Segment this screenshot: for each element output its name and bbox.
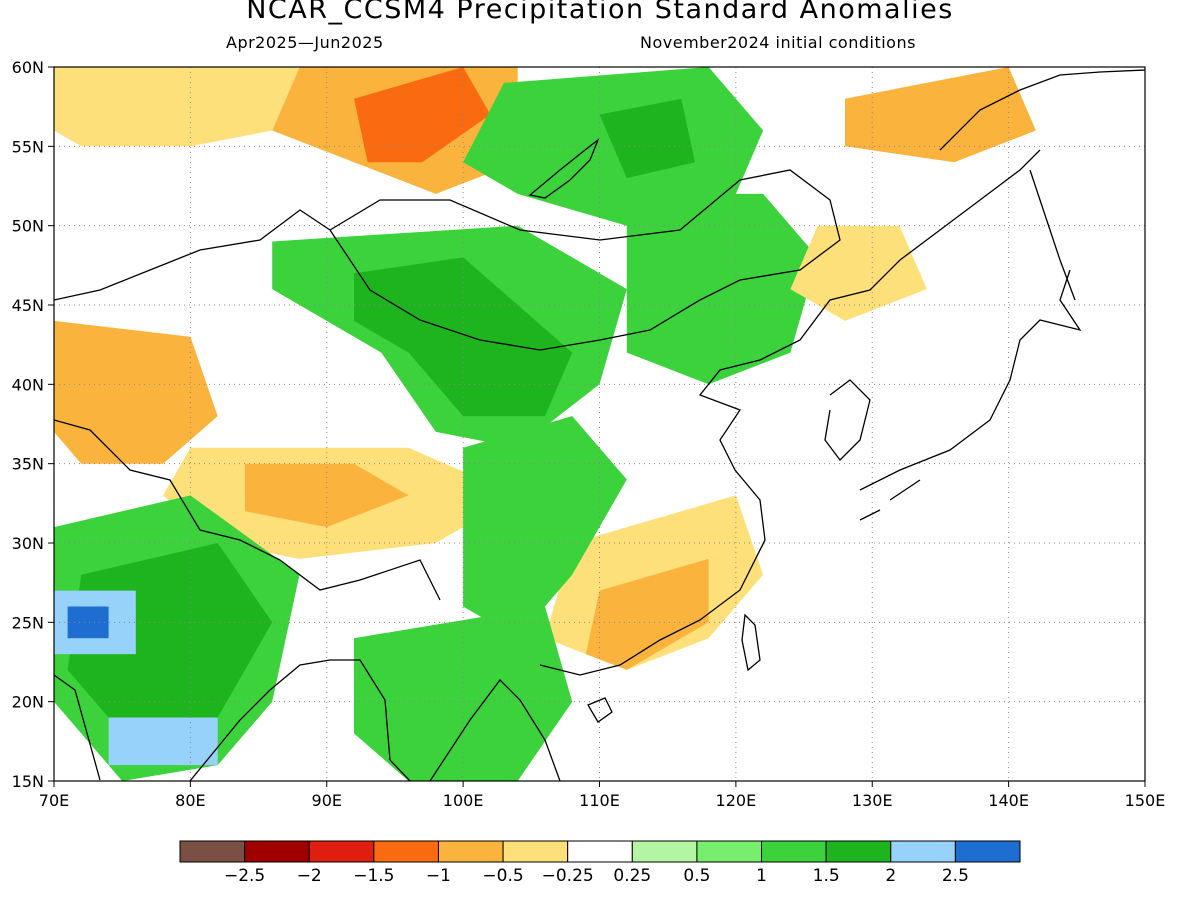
anomaly-region-india-deep-blue: [67, 606, 109, 639]
lat-tick-label: 45N: [12, 296, 44, 315]
lon-tick-label: 90E: [312, 791, 342, 810]
legend-label: 1: [756, 866, 767, 886]
coastline-hainan: [587, 697, 613, 723]
forecast-period: Apr2025—Jun2025: [226, 33, 384, 52]
legend-swatch: [890, 840, 956, 863]
anomaly-shading: [54, 67, 1036, 781]
anomaly-region-baikal-dark: [599, 98, 695, 179]
border-mongolia: [329, 169, 841, 351]
coastline-japan: [859, 269, 1082, 521]
lat-tick-label: 40N: [12, 375, 44, 394]
anomaly-region-central-asia-orange: [54, 320, 218, 464]
lon-tick-label: 120E: [716, 791, 757, 810]
initial-conditions: November2024 initial conditions: [640, 33, 916, 52]
lat-lon-grid: [54, 67, 1145, 781]
legend-swatch: [567, 840, 633, 863]
lon-tick-label: 80E: [175, 791, 205, 810]
legend-label: −2: [297, 866, 322, 886]
legend-label: 2: [885, 866, 896, 886]
coastline-china-south: [539, 149, 1041, 676]
legend-swatch: [954, 840, 1021, 863]
legend-label: −2.5: [224, 866, 265, 886]
legend-label: −0.5: [482, 866, 523, 886]
anomaly-region-tibet-dark-orange: [244, 463, 409, 528]
lat-tick-label: 15N: [12, 772, 44, 791]
lon-tick-label: 150E: [1125, 791, 1166, 810]
lon-tick-label: 100E: [443, 791, 484, 810]
lat-tick-label: 35N: [12, 455, 44, 474]
coastline-korea: [824, 379, 871, 461]
border-kazakh: [54, 209, 331, 301]
chart-title: NCAR_CCSM4 Precipitation Standard Anomal…: [246, 0, 954, 25]
lat-tick-label: 30N: [12, 534, 44, 553]
legend-label: 0.5: [683, 866, 710, 886]
lake-baikal: [528, 138, 600, 199]
lat-tick-label: 60N: [12, 58, 44, 77]
lat-tick-label: 20N: [12, 693, 44, 712]
legend-label: 2.5: [942, 866, 969, 886]
anomaly-region-southeast-china-dark: [585, 558, 709, 670]
legend-label: 0.25: [613, 866, 651, 886]
coastline-taiwan: [741, 613, 761, 672]
legend-label: −0.25: [542, 866, 594, 886]
lon-tick-label: 110E: [579, 791, 620, 810]
coastline-india-west: [54, 674, 101, 781]
legend-swatch: [696, 840, 763, 863]
anomaly-region-south-china-green: [463, 416, 627, 639]
border-india-china: [54, 419, 441, 601]
legend-swatch: [761, 840, 827, 863]
anomaly-region-okhotsk-orange: [845, 67, 1036, 163]
legend-swatch: [825, 840, 892, 863]
anomaly-region-india-south-blue: [108, 717, 218, 766]
lat-tick-label: 50N: [12, 217, 44, 236]
lat-tick-label: 55N: [12, 137, 44, 156]
coastline-bay-of-bengal: [189, 659, 411, 781]
legend-swatch: [437, 840, 504, 863]
coastlines: [54, 69, 1145, 781]
anomaly-region-amur-orange: [790, 225, 927, 321]
legend-swatch: [502, 840, 569, 863]
anomaly-region-indochina-green: [354, 606, 573, 781]
legend-swatch: [631, 840, 698, 863]
lon-tick-label: 70E: [39, 791, 69, 810]
legend-label: −1.5: [353, 866, 394, 886]
lon-tick-label: 140E: [988, 791, 1029, 810]
legend-swatch: [373, 840, 439, 863]
legend-label: −1: [426, 866, 451, 886]
legend-swatch: [179, 840, 246, 863]
anomaly-region-north-kazakh-yellow: [54, 67, 300, 147]
axis-labels: 70E 80E 90E 100E 110E 120E 130E 140E 150E 60N 55N 5…: [12, 58, 1166, 810]
coastline-okhotsk: [939, 69, 1145, 151]
anomaly-region-mongolia-dark: [354, 257, 573, 417]
legend-swatch: [244, 840, 310, 863]
anomaly-region-lake-baikal-green: [463, 67, 764, 226]
lon-tick-label: 130E: [852, 791, 893, 810]
anomaly-region-west-siberia-red: [354, 67, 491, 163]
lat-tick-label: 25N: [12, 613, 44, 632]
legend-swatch: [308, 840, 375, 863]
legend-label: 1.5: [813, 866, 840, 886]
color-legend: −2.5 −2 −1.5 −1 −0.5 −0.25 0.25 0.5 1 1.5 2 2.5: [179, 840, 1021, 886]
coastline-indochina: [429, 679, 561, 781]
coastline-sakhalin: [1029, 169, 1076, 301]
